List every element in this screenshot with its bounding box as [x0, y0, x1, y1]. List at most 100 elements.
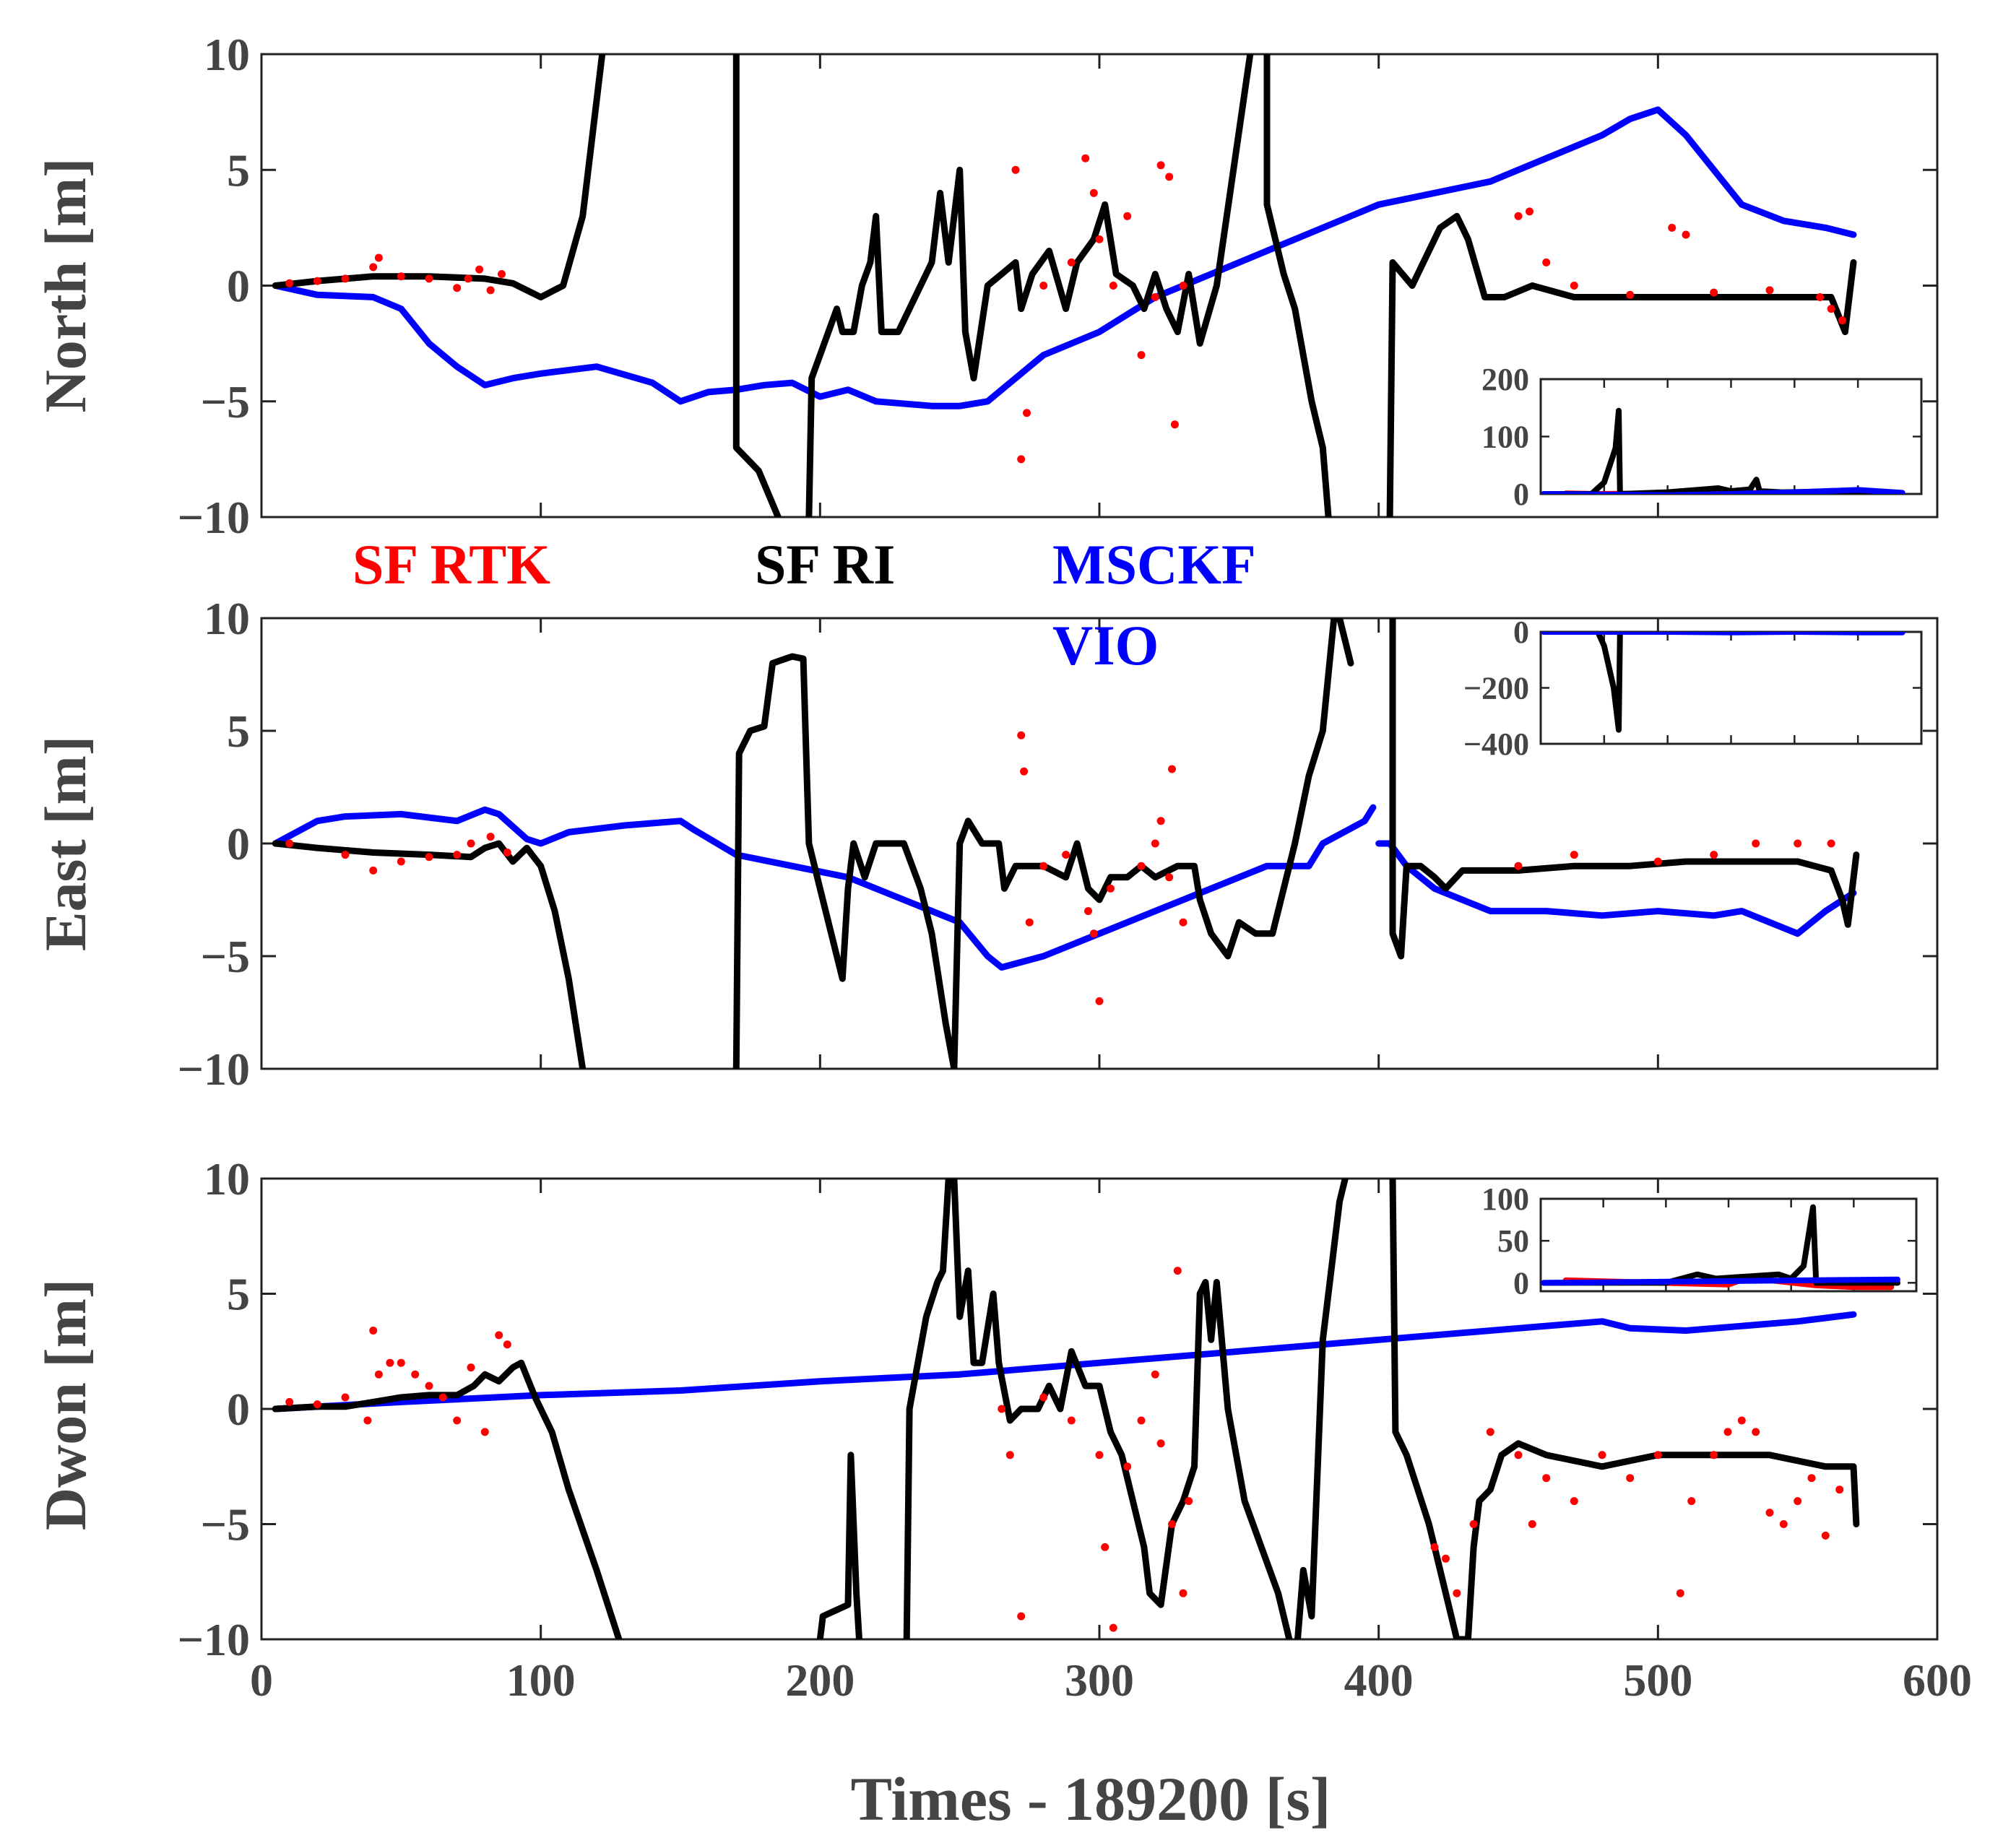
inset-msckf-vio-line: [1541, 487, 1905, 494]
ylabel-north: North [m]: [33, 158, 98, 413]
sf-rtk-point: [1179, 1589, 1187, 1597]
sf-rtk-point: [1137, 351, 1146, 360]
sf-rtk-point: [1095, 997, 1104, 1005]
inset-y-tick-label: 100: [1481, 420, 1529, 455]
sf-rtk-point: [1151, 839, 1159, 848]
sf-rtk-point: [1528, 1520, 1536, 1528]
sf-rtk-point: [369, 1327, 378, 1335]
inset-y-tick-label: 0: [1513, 615, 1529, 650]
sf-rtk-point: [453, 1416, 462, 1425]
sf-rtk-point: [1039, 282, 1048, 290]
sf-rtk-point: [1827, 305, 1835, 313]
sf-rtk-point: [1816, 293, 1825, 301]
sf-rtk-point: [1011, 165, 1020, 174]
y-tick-label: −5: [201, 1499, 250, 1550]
y-tick-label: −10: [178, 1044, 250, 1095]
sf-rtk-point: [1017, 731, 1026, 739]
sf-rtk-point: [1710, 851, 1718, 859]
sf-rtk-point: [1838, 316, 1846, 325]
sf-rtk-point: [1151, 293, 1159, 301]
sf-rtk-point: [1067, 1416, 1076, 1425]
sf-rtk-point: [374, 253, 383, 262]
sf-rtk-point: [1081, 154, 1090, 162]
y-tick-label: −10: [178, 492, 250, 543]
sf-rtk-point: [1179, 918, 1187, 927]
sf-rtk-point: [369, 866, 378, 875]
sf-rtk-point: [1453, 1589, 1461, 1597]
x-axis-label: Times - 189200 [s]: [851, 1764, 1331, 1834]
inset-y-tick-label: −200: [1463, 671, 1529, 706]
y-tick-label: 5: [227, 706, 250, 757]
sf-rtk-point: [495, 1331, 503, 1340]
legend-sf-ri: SF RI: [755, 533, 895, 596]
sf-ri-line: [272, 1179, 1860, 1639]
sf-rtk-point: [313, 1400, 321, 1409]
sf-rtk-point: [1570, 851, 1578, 859]
sf-rtk-point: [1089, 188, 1098, 197]
inset-y-tick-label: 0: [1513, 477, 1529, 512]
sf-rtk-point: [341, 851, 350, 859]
sf-rtk-point: [1023, 409, 1031, 417]
sf-ri-line: [272, 54, 1857, 517]
inset-frame: [1539, 630, 1923, 745]
sf-rtk-point: [1765, 286, 1774, 295]
sf-rtk-point: [1514, 212, 1523, 220]
sf-rtk-point: [1723, 1428, 1732, 1436]
inset-y-tick-label: −400: [1463, 726, 1529, 762]
sf-rtk-point: [341, 274, 350, 283]
msckf-vio-line: [272, 1311, 1857, 1413]
inset-y-tick-label: 50: [1497, 1223, 1529, 1259]
sf-rtk-point: [397, 272, 405, 281]
inset-y-tick-label: 0: [1513, 1265, 1529, 1301]
legend-sf-rtk: SF RTK: [352, 533, 550, 596]
sf-rtk-point: [1821, 1531, 1830, 1540]
sf-rtk-point: [464, 274, 472, 283]
sf-rtk-point: [1156, 1439, 1165, 1448]
inset-frame: [1539, 378, 1923, 495]
sf-rtk-point: [1095, 1451, 1104, 1459]
sf-rtk-point: [1752, 839, 1760, 848]
sf-rtk-point: [397, 1358, 405, 1367]
sf-rtk-point: [1109, 282, 1117, 290]
msckf-vio-line: [272, 804, 1857, 971]
sf-rtk-point: [1039, 1393, 1048, 1402]
sf-rtk-point: [411, 1370, 420, 1379]
sf-rtk-point: [1173, 1267, 1182, 1275]
sf-rtk-point: [1165, 173, 1174, 181]
y-tick-label: 5: [227, 1269, 250, 1320]
sf-rtk-point: [425, 853, 433, 862]
sf-rtk-point: [1101, 1543, 1109, 1551]
sf-rtk-point: [1442, 1554, 1450, 1563]
y-tick-label: 10: [204, 29, 250, 80]
sf-rtk-point: [1514, 862, 1523, 870]
sf-rtk-point: [1794, 1497, 1802, 1506]
inset-plot: 100 50 0: [1481, 1181, 1918, 1301]
sf-rtk-point: [1123, 212, 1132, 220]
legend-msckf-vio-line1: MSCKF: [1052, 533, 1256, 596]
y-tick-label: 0: [227, 261, 250, 312]
panel-east: East [m] 10 5 0 −5 −10 0 −200 −400: [33, 593, 1939, 1095]
sf-rtk-point: [1570, 1497, 1578, 1506]
sf-rtk-point: [1668, 223, 1677, 232]
sf-rtk-point: [503, 849, 511, 856]
x-tick-label: 600: [1903, 1654, 1972, 1706]
y-tick-label: −5: [201, 931, 250, 982]
sf-rtk-point: [285, 279, 294, 287]
sf-rtk-point: [1017, 455, 1026, 464]
sf-rtk-point: [1710, 1451, 1718, 1459]
sf-rtk-point: [438, 1393, 447, 1402]
sf-rtk-point: [386, 1358, 394, 1367]
inset-msckf-vio-line: [1541, 1276, 1900, 1286]
sf-rtk-point: [503, 1340, 511, 1349]
inset-y-tick-label: 200: [1481, 362, 1529, 397]
sf-rtk-point: [1682, 230, 1690, 239]
sf-rtk-point: [1067, 258, 1076, 266]
sf-rtk-point: [313, 277, 321, 285]
sf-rtk-point: [1025, 918, 1034, 927]
sf-rtk-point: [467, 1363, 475, 1372]
sf-rtk-point: [1526, 207, 1533, 216]
sf-rtk-point: [1084, 907, 1092, 916]
sf-rtk-point: [1737, 1416, 1746, 1425]
sf-rtk-point: [1089, 929, 1098, 938]
